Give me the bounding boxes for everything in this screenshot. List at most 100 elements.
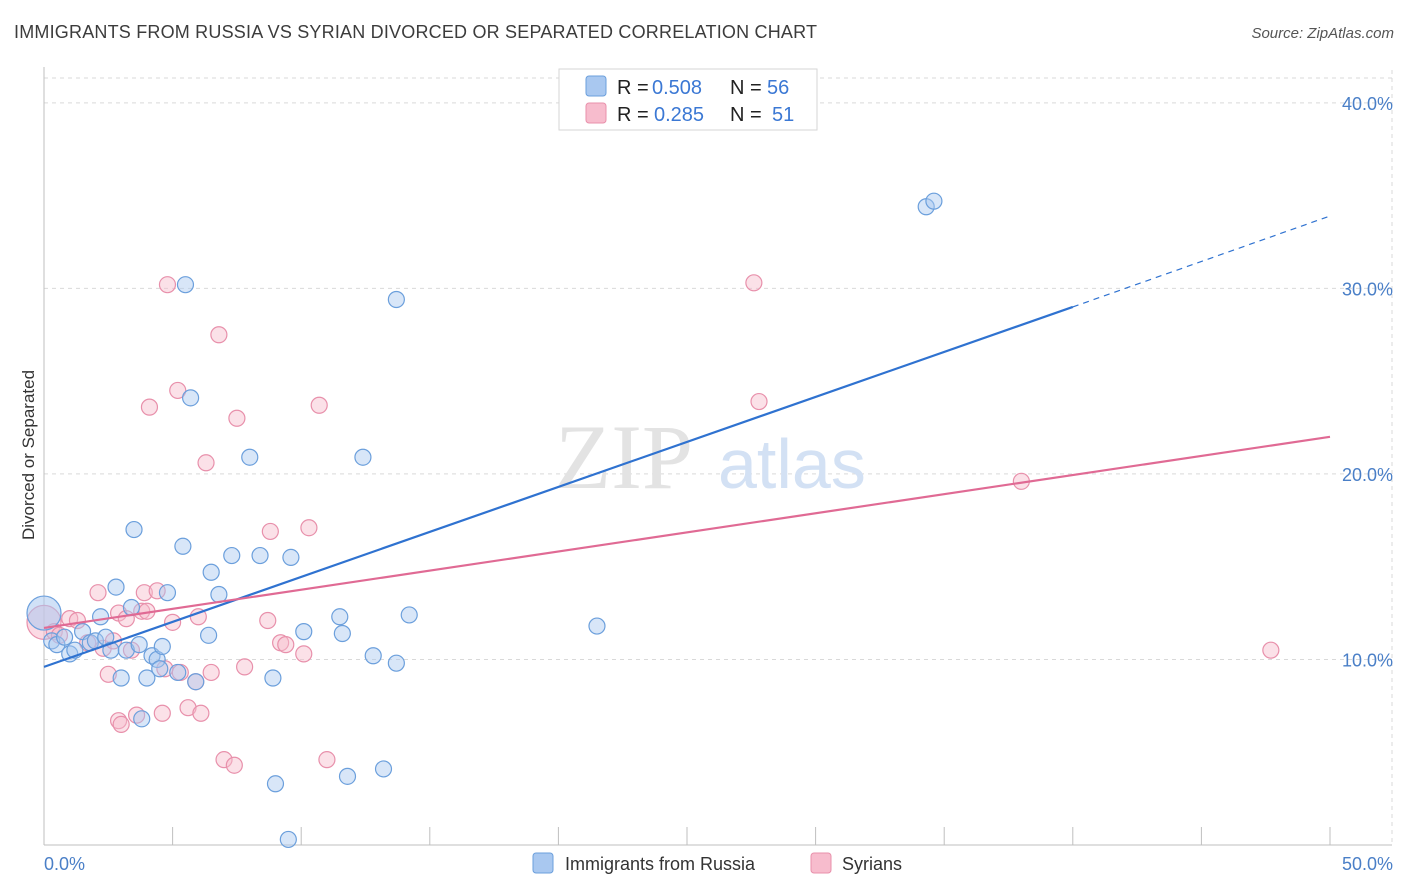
gridlines	[44, 70, 1393, 845]
point-russia-37	[266, 775, 285, 793]
point-syrians-32	[202, 663, 220, 682]
watermark-zip: ZIP	[555, 406, 693, 508]
legend-n-label-1: N =	[730, 77, 762, 99]
point-russia-31	[202, 563, 220, 581]
point-syrians-41	[277, 636, 295, 654]
point-syrians-17	[135, 584, 153, 602]
series-legend-swatch-syrians	[810, 852, 832, 874]
source-label: Source: ZipAtlas.com	[1251, 25, 1394, 42]
x-tick-min: 0.0%	[44, 854, 85, 874]
point-russia-48	[387, 654, 405, 672]
trendlines	[43, 215, 1331, 668]
point-russia-25	[169, 663, 187, 682]
watermark-atlas: atlas	[718, 425, 866, 503]
point-syrians-36	[228, 409, 246, 427]
point-russia-23	[153, 637, 171, 656]
series-legend-label-syrians: Syrians	[842, 854, 902, 874]
legend-n-label-2: N =	[730, 104, 762, 126]
point-russia-50	[588, 617, 606, 635]
legend-swatch-blue	[585, 75, 607, 97]
point-syrians-45	[318, 751, 336, 769]
point-syrians-37	[236, 658, 254, 676]
point-russia-47	[387, 290, 405, 309]
point-russia-3	[55, 628, 74, 646]
point-russia-34	[241, 448, 259, 466]
y-axis-title: Divorced or Separated	[19, 370, 38, 540]
point-russia-40	[295, 623, 313, 641]
chart-title: IMMIGRANTS FROM RUSSIA VS SYRIAN DIVORCE…	[14, 22, 818, 42]
axes	[43, 67, 1392, 846]
point-syrians-34	[215, 751, 233, 769]
point-russia-24	[158, 584, 177, 602]
point-russia-44	[354, 448, 372, 466]
point-russia-35	[251, 546, 269, 565]
points-layer	[26, 192, 1280, 849]
point-russia-27	[176, 276, 195, 294]
point-syrians-27	[179, 699, 197, 717]
point-russia-43	[338, 767, 357, 785]
y-tick-label-2: 30.0%	[1342, 279, 1393, 299]
point-russia-38	[279, 830, 297, 849]
legend-r-label-1: R =	[617, 77, 649, 99]
legend-swatch-pink	[585, 102, 607, 124]
point-russia-26	[174, 537, 192, 555]
point-syrians-12	[112, 715, 130, 733]
point-russia-12	[107, 578, 125, 596]
y-tick-label-3: 40.0%	[1342, 94, 1393, 114]
point-russia-29	[187, 673, 205, 691]
point-syrians-46	[745, 274, 763, 292]
series-legend: Immigrants from Russia Syrians	[532, 852, 902, 874]
y-tick-labels: 10.0% 20.0% 30.0% 40.0%	[1342, 94, 1393, 671]
point-syrians-44	[310, 396, 328, 414]
point-syrians-8	[99, 665, 117, 683]
correlation-legend: R = 0.508 N = 56 R = 0.285 N = 51	[558, 68, 818, 131]
point-syrians-43	[300, 519, 318, 537]
legend-n-value-2: 51	[772, 104, 794, 126]
point-syrians-6	[89, 584, 107, 602]
trendline-russia-extension	[1072, 215, 1331, 308]
point-russia-45	[364, 647, 382, 665]
legend-n-value-1: 56	[767, 77, 789, 99]
point-russia-0	[26, 595, 62, 631]
point-syrians-25	[169, 381, 187, 400]
point-syrians-30	[192, 704, 210, 722]
point-russia-22	[151, 660, 169, 678]
point-syrians-39	[261, 522, 279, 541]
point-syrians-19	[140, 398, 159, 416]
point-russia-16	[125, 520, 143, 539]
point-russia-13	[112, 669, 130, 687]
point-russia-18	[133, 710, 151, 728]
point-russia-14	[117, 641, 135, 659]
series-legend-label-russia: Immigrants from Russia	[565, 854, 756, 874]
point-syrians-49	[1262, 641, 1280, 659]
point-russia-52	[925, 192, 943, 210]
y-tick-label-1: 20.0%	[1342, 465, 1393, 485]
series-legend-swatch-russia	[532, 852, 554, 874]
point-russia-28	[182, 389, 200, 407]
point-syrians-21	[153, 704, 171, 722]
trendline-russia	[43, 305, 1074, 668]
legend-r-value-2: 0.285	[654, 104, 704, 126]
trendline-syrians	[43, 435, 1331, 630]
point-russia-30	[200, 626, 218, 644]
point-russia-17	[130, 636, 148, 654]
point-syrians-38	[259, 611, 277, 630]
point-syrians-31	[197, 454, 215, 472]
y-tick-label-0: 10.0%	[1342, 650, 1393, 670]
point-russia-36	[264, 669, 282, 687]
point-russia-33	[223, 546, 241, 565]
legend-r-label-2: R =	[617, 104, 649, 126]
point-syrians-47	[750, 392, 768, 411]
point-syrians-42	[295, 645, 313, 663]
point-russia-39	[282, 548, 300, 567]
point-syrians-35	[225, 756, 243, 774]
point-russia-41	[331, 608, 349, 626]
point-syrians-33	[210, 326, 228, 344]
point-russia-42	[333, 624, 351, 643]
point-russia-49	[400, 606, 418, 624]
x-tick-max: 50.0%	[1342, 854, 1393, 874]
point-russia-46	[374, 760, 393, 778]
point-syrians-23	[158, 276, 177, 294]
point-russia-19	[138, 669, 156, 687]
